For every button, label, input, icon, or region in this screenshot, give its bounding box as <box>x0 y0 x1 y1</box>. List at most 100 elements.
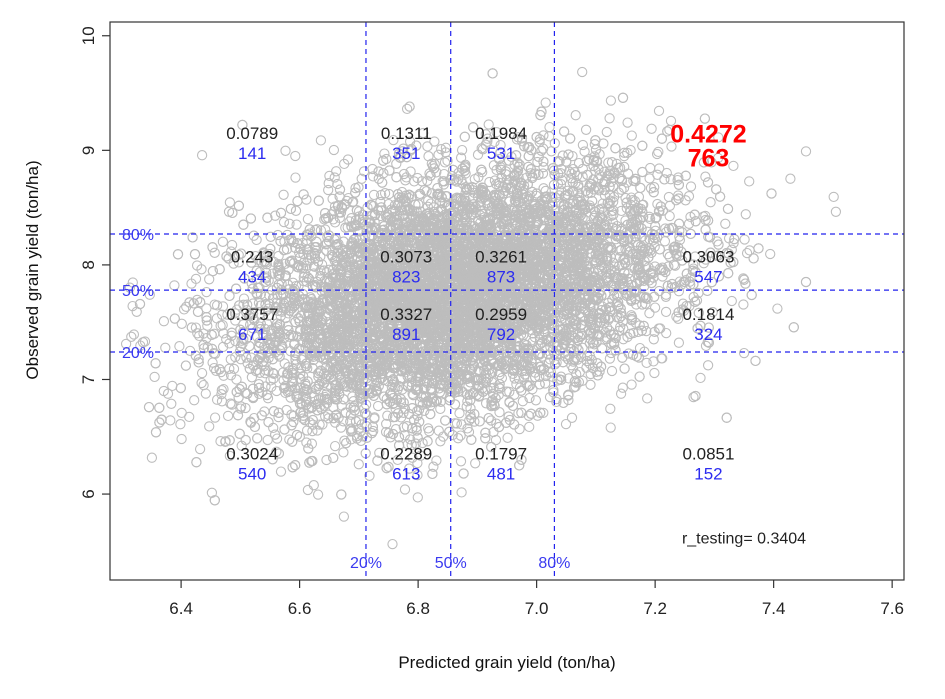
scatter-point <box>738 273 749 284</box>
scatter-point <box>619 161 630 173</box>
scatter-point <box>209 247 220 258</box>
scatter-point <box>563 373 574 384</box>
scatter-point <box>294 431 305 442</box>
scatter-point <box>534 134 546 145</box>
scatter-point <box>206 487 218 498</box>
scatter-point <box>765 248 776 260</box>
scatter-point <box>606 365 618 377</box>
scatter-point <box>513 407 524 419</box>
scatter-point <box>176 433 187 445</box>
scatter-point <box>392 454 403 466</box>
scatter-point <box>400 175 411 186</box>
scatter-point <box>335 422 347 433</box>
scatter-point <box>673 337 685 348</box>
scatter-point <box>604 353 616 364</box>
scatter-point <box>380 426 392 438</box>
scatter-point <box>128 329 140 340</box>
scatter-point <box>315 135 327 146</box>
scatter-point <box>570 110 581 121</box>
scatter-point <box>683 191 695 202</box>
scatter-point <box>387 538 398 550</box>
scatter-point <box>685 181 697 192</box>
scatter-point <box>401 103 413 115</box>
scatter-point <box>620 192 631 204</box>
scatter-point <box>302 213 314 225</box>
scatter-point <box>649 302 661 313</box>
scatter-point <box>268 422 279 434</box>
scatter-point <box>290 150 301 162</box>
scatter-point <box>184 345 196 357</box>
scatter-point <box>174 341 185 352</box>
scatter-point <box>566 412 578 423</box>
scatter-point <box>284 256 295 268</box>
scatter-point <box>604 190 615 201</box>
scatter-point <box>329 440 341 452</box>
scatter-points <box>120 66 842 550</box>
scatter-point <box>626 379 637 390</box>
scatter-point <box>830 206 842 217</box>
scatter-point <box>322 231 333 243</box>
scatter-point <box>176 407 187 419</box>
scatter-point <box>381 153 392 165</box>
scatter-point <box>302 484 314 496</box>
scatter-point <box>502 432 513 443</box>
scatter-point <box>456 487 467 498</box>
scatter-point <box>439 157 451 168</box>
scatter-point <box>209 412 221 423</box>
scatter-point <box>405 166 416 177</box>
scatter-point <box>338 511 350 522</box>
scatter-point <box>194 443 206 455</box>
scatter-point <box>332 178 343 190</box>
scatter-point <box>193 354 204 365</box>
scatter-point <box>540 97 551 108</box>
scatter-point <box>301 194 312 205</box>
scatter-point <box>617 382 628 393</box>
scatter-point <box>323 184 334 196</box>
scatter-point <box>189 395 200 406</box>
scatter-point <box>273 326 284 337</box>
scatter-point <box>702 360 714 371</box>
scatter-point <box>160 342 171 353</box>
scatter-point <box>312 489 324 500</box>
scatter-point <box>726 295 737 307</box>
scatter-point <box>622 117 633 128</box>
scatter-point <box>540 378 551 389</box>
scatter-point <box>339 435 350 446</box>
scatter-point <box>524 421 535 433</box>
scatter-point <box>462 423 473 434</box>
scatter-point <box>652 198 663 210</box>
scatter-point <box>560 418 572 430</box>
scatter-point <box>372 400 384 412</box>
scatter-point <box>617 274 628 285</box>
scatter-point <box>217 236 229 247</box>
scatter-point <box>657 353 668 364</box>
scatter-point <box>739 234 750 245</box>
scatter-point <box>328 144 340 156</box>
scatter-point <box>428 461 439 472</box>
scatter-point <box>646 123 657 134</box>
scatter-point <box>275 466 287 477</box>
scatter-point <box>200 388 211 399</box>
scatter-point <box>650 225 661 236</box>
scatter-point <box>785 173 796 184</box>
scatter-point <box>677 298 689 309</box>
scatter-point <box>511 134 523 145</box>
scatter-point <box>741 247 753 259</box>
scatter-point <box>216 309 228 320</box>
scatter-point <box>688 391 699 403</box>
scatter-point <box>247 323 258 334</box>
scatter-point <box>738 347 750 359</box>
scatter-point <box>649 367 660 379</box>
scatter-point <box>338 447 349 458</box>
scatter-point <box>516 136 528 147</box>
scatter-point <box>270 210 281 221</box>
scatter-point <box>204 274 215 285</box>
scatter-point <box>433 425 444 436</box>
scatter-point <box>642 393 653 404</box>
scatter-point <box>166 398 177 409</box>
scatter-point <box>302 230 313 241</box>
scatter-point <box>320 224 331 235</box>
scatter-point <box>412 492 423 503</box>
scatter-point <box>660 306 672 318</box>
